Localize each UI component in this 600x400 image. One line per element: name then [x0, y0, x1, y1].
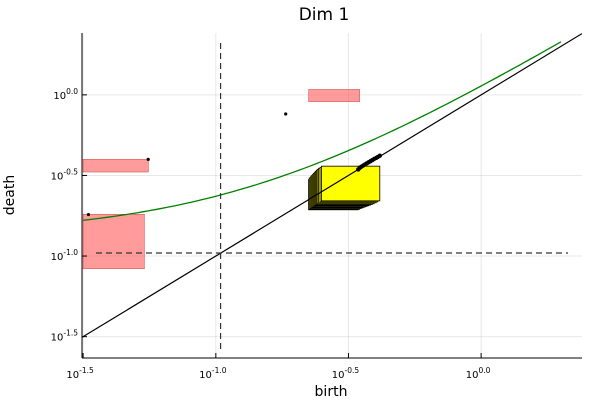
x-tick-label: 10-1.0	[199, 366, 227, 381]
red-point	[86, 212, 91, 217]
axes	[81, 33, 582, 359]
y-tick-label: 10-1.5	[51, 329, 79, 344]
x-tick-base: 10	[466, 370, 479, 381]
y-tick-label: 10-0.5	[51, 167, 79, 182]
x-tick-exponent: -0.5	[345, 366, 360, 375]
x-tick-base: 10	[332, 370, 345, 381]
y-tick-base: 10	[51, 252, 64, 263]
red-box	[308, 89, 360, 102]
y-tick-exponent: -1.5	[63, 329, 78, 338]
yellow-box	[321, 165, 381, 202]
y-tick-label: 10-1.0	[51, 248, 79, 263]
x-tick-exponent: -1.0	[212, 366, 227, 375]
x-tick-label: 10-0.5	[332, 366, 360, 381]
x-tick-base: 10	[199, 370, 212, 381]
y-tick-label: 100.0	[53, 87, 78, 102]
y-tick-base: 10	[51, 171, 64, 182]
ticks: 10-1.5 10-1.0 10-0.5 100.010-1.510-1.010-0.…	[51, 87, 491, 381]
y-tick-exponent: -1.0	[63, 248, 78, 257]
plot-marks	[82, 33, 582, 350]
x-tick-exponent: -1.5	[79, 366, 94, 375]
y-tick-base: 10	[51, 333, 64, 344]
yellow-point	[377, 153, 382, 158]
x-tick-exponent: 0.0	[479, 366, 491, 375]
y-tick-exponent: 0.0	[66, 87, 78, 96]
chart-title: Dim 1	[299, 5, 350, 25]
y-tick-exponent: -0.5	[63, 167, 78, 176]
red-box	[82, 213, 145, 269]
diagonal-line	[82, 33, 582, 339]
reference-curve	[83, 41, 562, 221]
x-tick-label: 10-1.5	[66, 366, 94, 381]
y-tick-base: 10	[53, 91, 66, 102]
x-tick-base: 10	[66, 370, 79, 381]
y-axis-label: death	[2, 175, 18, 215]
x-axis-label: birth	[315, 384, 348, 400]
red-point	[146, 157, 150, 161]
x-tick-label: 100.0	[466, 366, 491, 381]
red-point	[284, 112, 288, 116]
red-box	[82, 159, 149, 173]
